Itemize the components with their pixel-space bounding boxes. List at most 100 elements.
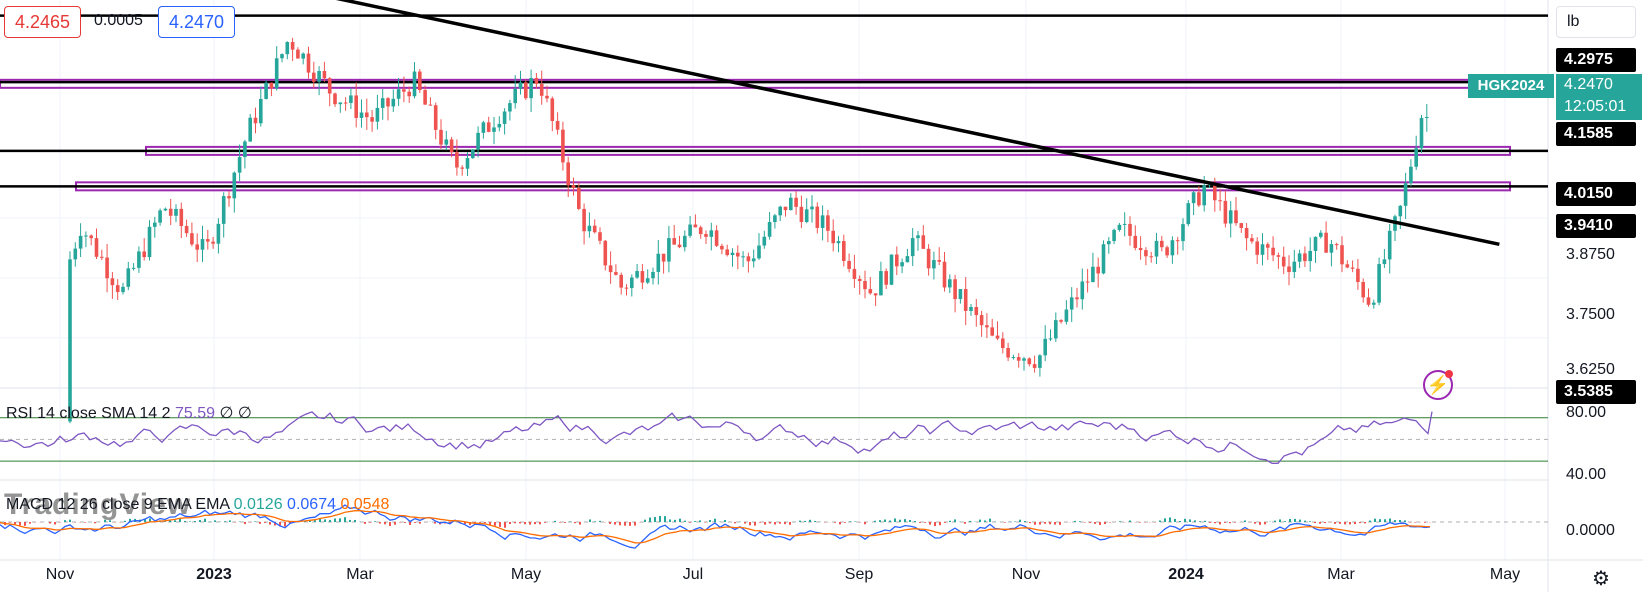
x-label: Nov [45,566,75,583]
candle-body [582,208,586,232]
candle-body [1122,223,1127,225]
candle-body [683,235,687,248]
candle-body [301,53,305,59]
candle-body [1175,240,1180,242]
candle-body [449,139,454,153]
candle-body [1239,223,1244,228]
candle-body [863,281,867,290]
candle-body [1308,250,1312,262]
macd-legend[interactable]: MACD 12 26 close 9 EMA EMA 0.0126 0.0674… [6,496,389,514]
candle-body [94,238,99,257]
candle-body [253,117,258,124]
candle-body [836,241,841,244]
last-price-box: 4.2470 12:05:01 [1556,74,1642,120]
candle-body [1001,338,1005,348]
candle-body [423,90,427,105]
candle-body [1112,229,1116,242]
candle-body [380,98,385,108]
candle-body [1319,232,1323,237]
candle-body [990,327,994,336]
candle-body [889,254,894,285]
candle-body [1170,240,1175,256]
candle-body [1372,302,1376,305]
candle-body [587,225,592,232]
rsi-extra: ∅ ∅ [219,405,252,422]
level-label-2: 4.1585 [1556,122,1636,146]
candle-body [370,117,374,122]
candle-body [211,241,215,244]
candle-body [603,240,608,266]
candle-body [661,253,666,262]
candle-body [402,89,406,92]
candle-body [645,278,650,283]
candle-body [529,78,533,99]
candle-body [184,225,189,234]
candle-body [227,196,231,199]
candle-body [820,215,825,228]
candle-body [789,197,793,211]
unit-selector[interactable]: lb [1556,6,1636,38]
candle-body [174,208,178,216]
candle-body [762,236,767,246]
candle-body [1377,264,1381,303]
candle-body [343,102,348,104]
candle-body [985,325,989,328]
candle-body [1107,241,1111,245]
candle-body [1091,266,1095,283]
candle-body [216,223,221,244]
x-label: May [1489,566,1521,583]
candle-body [1101,244,1106,274]
candle-body [195,244,199,250]
candle-body [534,78,539,84]
level-label-1: 4.2975 [1556,48,1636,72]
candle-body [857,278,862,282]
candle-body [1340,245,1344,265]
candle-body [354,95,358,118]
candle-body [767,222,772,237]
candle-body [1292,261,1297,273]
bid-price[interactable]: 4.2465 [4,6,82,38]
bar-countdown: 12:05:01 [1564,98,1627,115]
candle-body [667,238,671,262]
candle-body [433,105,438,130]
candle-body [995,335,1000,339]
candle-body [317,70,321,82]
candle-body [158,210,162,223]
candle-body [142,251,146,258]
candle-body [407,91,411,97]
candle-body [439,129,443,145]
candle-body [285,42,290,55]
candle-body [100,256,104,258]
candle-body [1356,268,1360,283]
candle-body [1032,364,1037,368]
flash-alert-icon[interactable]: ⚡ [1423,370,1453,400]
candle-body [1414,148,1418,167]
candle-body [1223,200,1228,224]
candle-body [1350,267,1355,269]
candle-body [937,260,941,262]
candle-body [751,258,756,262]
candle-body [884,271,888,285]
candle-body [847,260,851,269]
candle-body [1202,185,1206,206]
rsi-legend[interactable]: RSI 14 close SMA 14 2 75.59 ∅ ∅ [6,403,252,423]
candle-body [1138,247,1143,251]
candle-body [1059,320,1063,322]
candle-body [1154,240,1159,257]
candle-body [640,271,645,283]
candle-body [1260,244,1265,255]
settings-gear-icon[interactable]: ⚙ [1592,568,1610,590]
candle-body [1117,224,1122,230]
candle-body [974,306,979,316]
candle-body [274,58,279,89]
candle-body [598,232,602,241]
candle-body [1281,256,1286,267]
candle-body [783,206,788,211]
candle-body [539,83,544,96]
candle-body [720,245,724,250]
candle-body [1213,183,1217,201]
candle-body [1160,240,1164,248]
candle-body [349,95,353,103]
ask-price[interactable]: 4.2470 [158,6,236,38]
